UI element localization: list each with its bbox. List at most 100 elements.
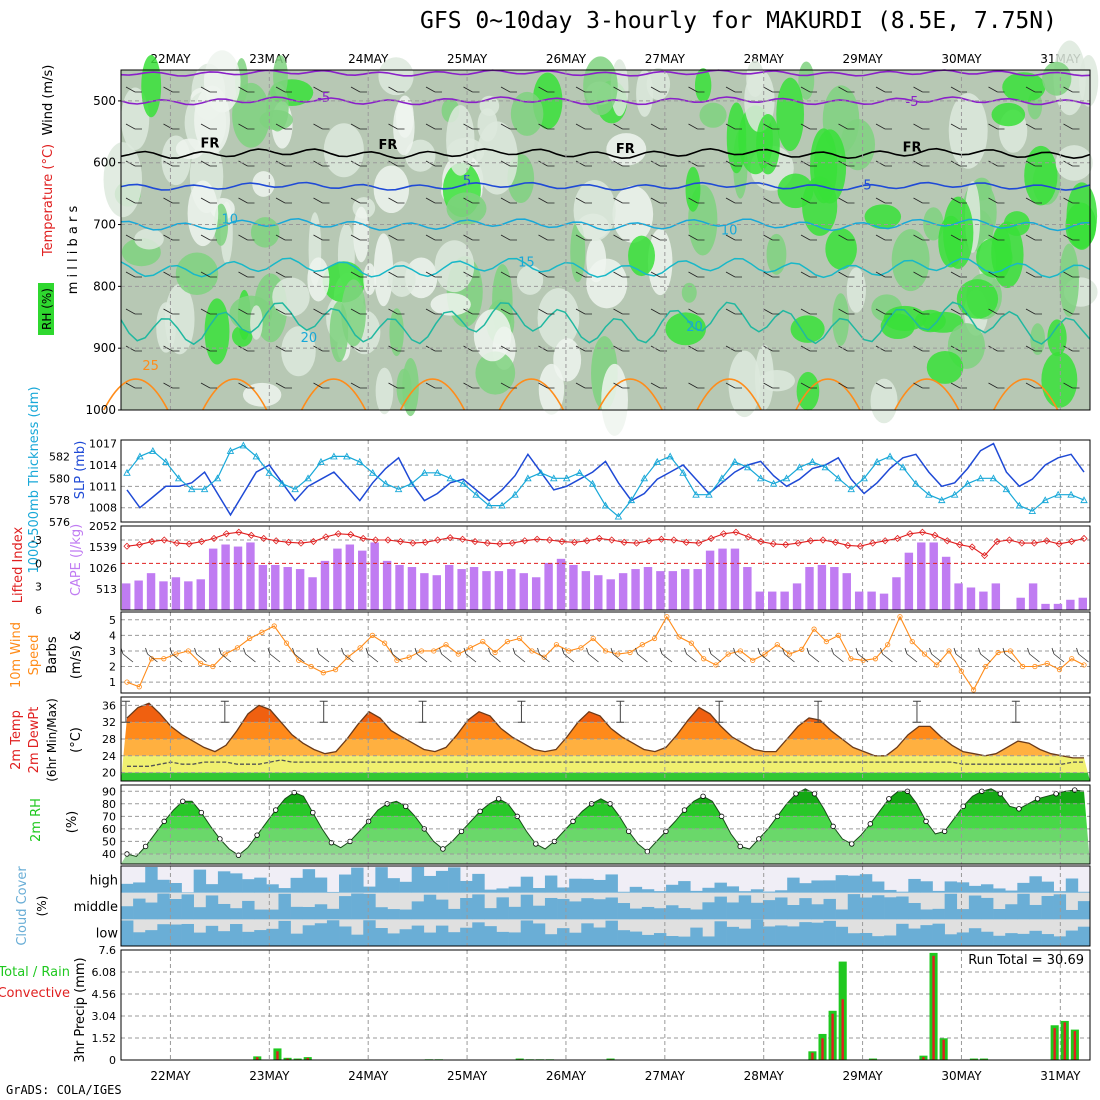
wind-barb [688,86,705,93]
wind-barb [388,160,405,167]
pressure-tick-label: 800 [93,279,116,293]
lifted-index-line [126,531,1085,557]
surface-wind-barb [586,647,599,663]
rh-region [1042,61,1072,96]
day-label-bottom: 28MAY [744,1069,785,1083]
cloud-row-label: high [90,873,118,888]
cloud-cover-cell [326,908,340,920]
wind-barb [800,197,817,204]
wind-barb [275,197,292,204]
rh-region [956,279,999,319]
thickness-marker [989,474,998,482]
cloud-cover-cell [423,894,437,920]
cloud-cover-cell [968,895,982,920]
cloud-cover-cell [787,877,800,893]
rh-axis-title-2: (%) [65,811,80,834]
cloud-cover-cell [811,922,824,946]
rh-region [758,369,795,392]
rh-region [583,56,618,116]
cloud-cover-cell [581,898,594,920]
wind-speed-marker [737,648,744,654]
cloud-cover-cell [133,882,146,893]
cloud-cover-cell [217,871,231,893]
cape-bar [817,564,827,610]
temp-minmax-bar [912,700,921,723]
wind-barb [388,123,405,130]
cape-bar [134,580,143,610]
cloud-cover-cell [847,933,861,946]
cloud-cover-cell [859,874,873,893]
cloud-cover-cell [666,905,679,920]
rh-tick-label: 90 [102,785,116,798]
cape-bar [370,542,379,610]
wind-barb [575,197,592,204]
lifted-index-marker [918,528,926,536]
wind-barb [875,382,892,389]
cloud-cover-cell [1017,933,1030,946]
cloud-cover-cell [641,889,655,893]
cloud-cover-cell [326,920,340,946]
wind-axis-title-2: Speed [27,635,42,676]
wind-barb [875,123,892,130]
contour-label: 15 [518,256,535,271]
wind-barb [238,197,255,204]
cloud-cover-cell [908,902,921,920]
li-tick-label: 6 [35,604,42,617]
lifted-index-marker [334,530,342,538]
temp-tick-label: 32 [102,716,116,729]
surface-wind-barb [537,647,550,663]
thickness-marker [821,463,830,471]
wind-barb [650,308,667,315]
temp-band [121,772,1090,781]
cloud-cover-cell [375,867,388,893]
cloud-row-label: low [96,927,119,942]
rh-marker [737,843,743,850]
wind-barb [500,123,517,130]
legend-wind: Wind (m/s) [41,65,56,136]
rh-line [126,788,1085,858]
wind-barb [875,271,892,278]
thickness-marker [1080,496,1088,504]
thickness-marker [937,496,946,504]
wind-speed-marker [615,651,621,657]
thickness-marker [601,501,610,509]
cloud-cover-cell [641,934,655,946]
wind-barb [763,197,780,204]
cape-bar [221,544,230,610]
precip-convective-bar [831,1013,834,1060]
wind-barb [988,271,1005,278]
surface-wind-barb [316,647,330,663]
wind-barb [163,197,180,204]
surface-wind-barb [929,647,942,663]
wind-barb [425,308,442,315]
wind-barb [125,308,142,315]
wind-speed-marker [1056,667,1063,673]
wind-speed-marker [382,640,388,646]
cloud-cover-cell [690,909,703,920]
wind-speed-marker [296,657,302,663]
precip-convective-bar [1053,1028,1056,1060]
precip-tick-label: 1.52 [92,1032,117,1045]
contour-label: FR [616,142,635,157]
lifted-index-marker [856,542,864,550]
rh-region [777,173,814,209]
cloud-cover-cell [1041,896,1054,920]
cloud-cover-cell [835,909,849,920]
wind-speed-marker [173,651,179,657]
rh-axis-title-1: 2m RH [29,798,44,842]
lifted-index-marker [657,535,665,543]
surface-wind-barb [635,647,648,663]
cape-bar [569,564,578,610]
rh-region [363,263,377,296]
lifted-index-marker [546,536,554,544]
rh-marker [403,803,409,810]
wind-barb [313,382,330,389]
lifted-index-marker [1068,537,1076,546]
wind-barb [500,234,517,241]
rh-marker [793,791,799,797]
cape-bar [768,591,777,610]
rh-region [134,228,164,250]
lifted-index-marker [633,539,641,547]
contour-label: -5 [906,95,919,110]
